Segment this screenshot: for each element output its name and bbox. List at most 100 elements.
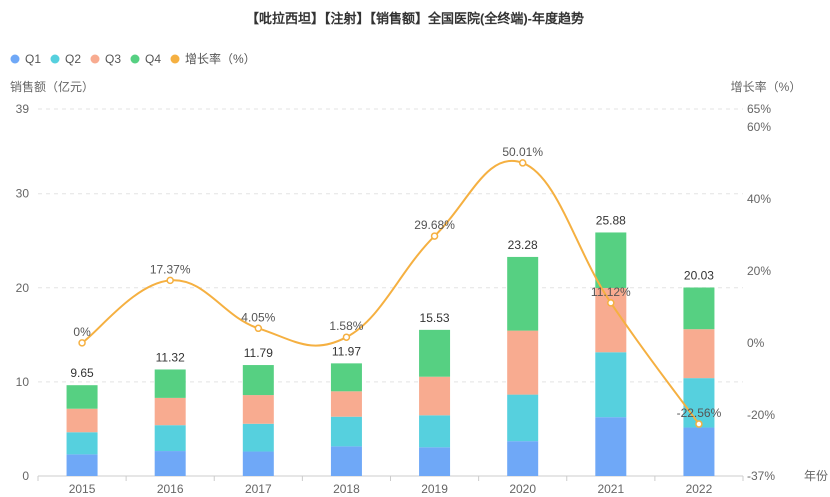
x-tick-label: 2016 xyxy=(157,482,184,496)
x-tick-label: 2015 xyxy=(69,482,96,496)
growth-point[interactable] xyxy=(342,333,351,341)
y-left-tick-label: 20 xyxy=(16,281,30,295)
legend-item-q3[interactable]: Q3 xyxy=(90,52,122,66)
legend-q3-label: Q3 xyxy=(105,52,121,66)
legend-item-q2[interactable]: Q2 xyxy=(50,52,82,66)
bar-segment-q2[interactable] xyxy=(595,352,627,418)
legend-q2-label: Q2 xyxy=(65,52,81,66)
growth-label: 29.68% xyxy=(414,218,455,232)
bar-segment-q3[interactable] xyxy=(419,376,451,416)
y-left-tick-label: 0 xyxy=(22,469,29,483)
bar-total-label: 25.88 xyxy=(596,213,626,227)
growth-point[interactable] xyxy=(430,232,439,240)
bar-segment-q2[interactable] xyxy=(154,425,186,452)
x-tick-label: 2017 xyxy=(245,482,272,496)
y-right-tick-label: -37% xyxy=(747,469,775,483)
total-labels: 9.65 11.32 11.79 11.97 15.53 23.28 25.88 20.03 xyxy=(70,213,714,380)
growth-point[interactable] xyxy=(254,324,263,333)
bar-segment-q2[interactable] xyxy=(330,416,362,447)
growth-line: 0% 17.37% 4.05% 1.58% 29.68% 50.01% 11.12% -22.… xyxy=(73,145,722,428)
bar-segment-q1[interactable] xyxy=(595,417,627,476)
legend-q3-icon xyxy=(90,54,100,64)
bar-segment-q4[interactable] xyxy=(330,363,362,392)
bar-segment-q4[interactable] xyxy=(154,369,186,398)
bar-segment-q2[interactable] xyxy=(683,378,715,428)
bar-segment-q3[interactable] xyxy=(595,287,627,353)
bar-segment-q1[interactable] xyxy=(507,441,539,476)
x-tick-label: 2020 xyxy=(509,482,536,496)
y-right-tick-label: 65% xyxy=(747,102,771,116)
bar-total-label: 11.97 xyxy=(332,344,361,358)
growth-point[interactable] xyxy=(607,299,615,307)
legend-item-q1[interactable]: Q1 xyxy=(10,52,42,66)
bar-segment-q4[interactable] xyxy=(419,329,451,377)
legend-item-q4[interactable]: Q4 xyxy=(130,52,162,66)
y-right-tick-label: 40% xyxy=(747,192,771,206)
x-axis: 2015 2016 2017 2018 2019 2020 2021 2022 xyxy=(37,475,744,496)
growth-label: 0% xyxy=(73,325,91,339)
y-right-tick-label: 20% xyxy=(747,264,771,278)
bar-total-label: 9.65 xyxy=(70,366,94,380)
y-left-ticks: 0 10 20 30 39 xyxy=(16,102,30,483)
legend-q4-label: Q4 xyxy=(145,52,161,66)
bar-segment-q3[interactable] xyxy=(66,408,98,433)
bar-segment-q2[interactable] xyxy=(66,432,98,455)
growth-label: -22.56% xyxy=(677,406,722,420)
bar-segment-q1[interactable] xyxy=(330,446,362,476)
chart-title: 【吡拉西坦】【注射】【销售额】全国医院(全终端)-年度趋势 xyxy=(246,11,584,26)
bar-segment-q2[interactable] xyxy=(507,394,539,442)
x-tick-label: 2021 xyxy=(597,482,624,496)
bars xyxy=(66,232,715,476)
x-tick-label: 2019 xyxy=(421,482,448,496)
bar-segment-q4[interactable] xyxy=(242,365,274,396)
growth-point[interactable] xyxy=(518,159,527,167)
y-right-tick-label: 0% xyxy=(747,336,765,350)
x-axis-title: 年份 xyxy=(804,469,828,483)
bar-total-label: 23.28 xyxy=(508,238,538,252)
bar-segment-q1[interactable] xyxy=(154,451,186,476)
growth-point[interactable] xyxy=(78,339,86,347)
bar-segment-q3[interactable] xyxy=(242,395,274,424)
y-right-ticks: -37% -20% 0% 20% 40% 60% 65% xyxy=(747,102,775,483)
x-tick-label: 2018 xyxy=(333,482,360,496)
bar-segment-q4[interactable] xyxy=(683,287,715,330)
bar-segment-q4[interactable] xyxy=(595,232,627,288)
growth-point[interactable] xyxy=(695,420,703,428)
bar-segment-q3[interactable] xyxy=(330,391,362,417)
y-right-tick-label: -20% xyxy=(747,408,775,422)
bar-segment-q3[interactable] xyxy=(154,397,186,426)
legend-growth-icon xyxy=(170,54,180,64)
growth-point[interactable] xyxy=(166,276,174,285)
y-left-axis-title: 销售额（亿元） xyxy=(10,79,94,94)
growth-label: 11.12% xyxy=(591,285,631,299)
bar-segment-q1[interactable] xyxy=(66,454,98,476)
y-left-tick-label: 39 xyxy=(16,102,30,116)
y-left-tick-label: 30 xyxy=(16,187,30,201)
growth-label: 17.37% xyxy=(150,262,191,276)
legend-q1-icon xyxy=(10,54,20,64)
bar-total-label: 15.53 xyxy=(420,311,450,325)
bar-segment-q1[interactable] xyxy=(683,427,715,476)
growth-label: 4.05% xyxy=(241,310,275,324)
legend-q1-label: Q1 xyxy=(25,52,41,66)
x-tick-label: 2022 xyxy=(686,482,713,496)
growth-label: 1.58% xyxy=(329,319,363,333)
legend-item-growth[interactable]: 增长率（%） xyxy=(170,51,256,66)
legend-q4-icon xyxy=(130,54,140,64)
y-right-axis-title: 增长率（%） xyxy=(731,79,802,94)
legend[interactable]: Q1 Q2 Q3 Q4 增长率（%） xyxy=(10,51,256,66)
bar-segment-q2[interactable] xyxy=(419,415,451,448)
bar-segment-q4[interactable] xyxy=(507,256,539,331)
growth-label: 50.01% xyxy=(502,145,543,159)
bar-total-label: 11.79 xyxy=(244,346,273,360)
growth-line-path xyxy=(81,159,700,425)
bar-segment-q1[interactable] xyxy=(242,451,274,476)
bar-segment-q2[interactable] xyxy=(242,423,274,452)
bar-segment-q1[interactable] xyxy=(419,447,451,476)
legend-q2-icon xyxy=(50,54,60,64)
bar-segment-q3[interactable] xyxy=(507,330,539,395)
bar-segment-q3[interactable] xyxy=(683,329,715,379)
legend-growth-label: 增长率（%） xyxy=(185,51,256,66)
bar-segment-q4[interactable] xyxy=(66,385,98,409)
